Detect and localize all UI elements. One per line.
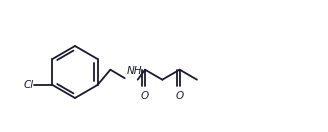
Text: O: O [175,91,184,101]
Text: O: O [141,91,149,101]
Text: NH: NH [127,66,142,76]
Text: Cl: Cl [23,80,33,90]
